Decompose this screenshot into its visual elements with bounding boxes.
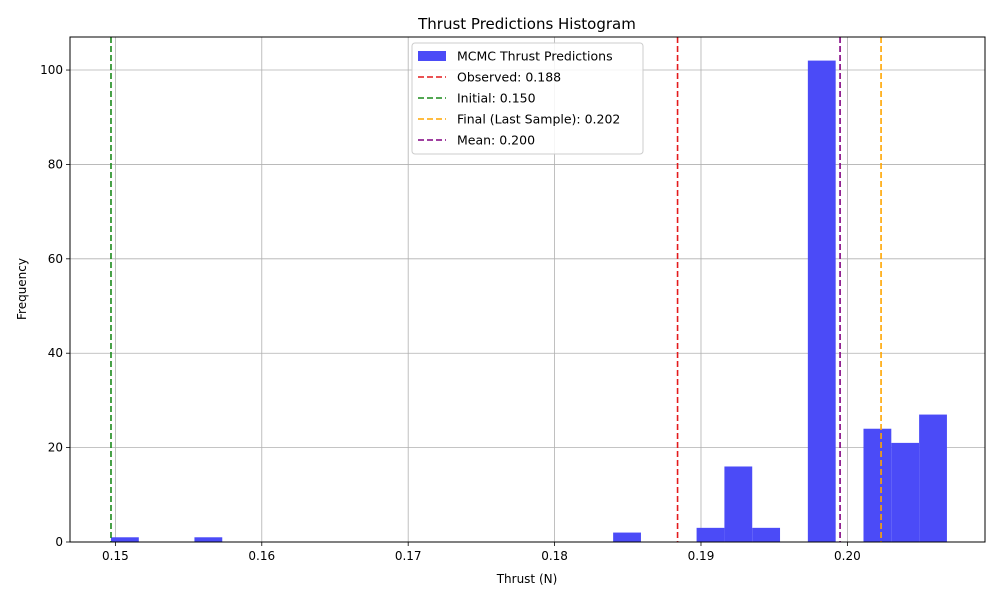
x-tick-label: 0.20 — [834, 549, 861, 563]
y-tick-label: 100 — [40, 63, 63, 77]
histogram-bar — [724, 466, 753, 542]
histogram-bar — [696, 527, 725, 542]
legend-label: Observed: 0.188 — [457, 70, 561, 85]
histogram-bar — [807, 60, 836, 542]
x-tick-label: 0.17 — [395, 549, 422, 563]
legend-label: Initial: 0.150 — [457, 91, 536, 106]
histogram-bar — [613, 532, 641, 542]
y-axis-ticks: 0 20 40 60 80 100 — [40, 63, 70, 549]
x-tick-label: 0.15 — [102, 549, 129, 563]
legend: MCMC Thrust Predictions Observed: 0.188 In… — [411, 42, 644, 155]
x-tick-label: 0.19 — [688, 549, 715, 563]
legend-swatch — [418, 51, 446, 61]
y-tick-label: 0 — [55, 535, 63, 549]
y-tick-label: 20 — [48, 441, 63, 455]
y-tick-label: 40 — [48, 346, 63, 360]
histogram-bar — [752, 527, 781, 542]
legend-label: MCMC Thrust Predictions — [457, 49, 613, 64]
legend-label: Mean: 0.200 — [457, 133, 535, 148]
y-axis-label: Frequency — [15, 258, 29, 320]
chart-title: Thrust Predictions Histogram — [417, 15, 636, 33]
histogram-bars — [110, 60, 947, 542]
legend-label: Final (Last Sample): 0.202 — [457, 112, 620, 127]
histogram-bar — [919, 414, 947, 542]
y-tick-label: 60 — [48, 252, 63, 266]
reference-lines — [110, 37, 882, 542]
y-tick-label: 80 — [48, 157, 63, 171]
legend-box — [411, 42, 644, 155]
histogram-bar — [110, 537, 139, 542]
x-axis-ticks: 0.15 0.16 0.17 0.18 0.19 0.20 — [102, 542, 861, 563]
histogram-bar — [194, 537, 223, 542]
plot-frame — [69, 36, 986, 543]
x-tick-label: 0.16 — [248, 549, 275, 563]
x-tick-label: 0.18 — [541, 549, 568, 563]
histogram-bar — [863, 428, 892, 542]
histogram-bar — [891, 442, 920, 542]
x-axis-label: Thrust (N) — [496, 572, 558, 586]
